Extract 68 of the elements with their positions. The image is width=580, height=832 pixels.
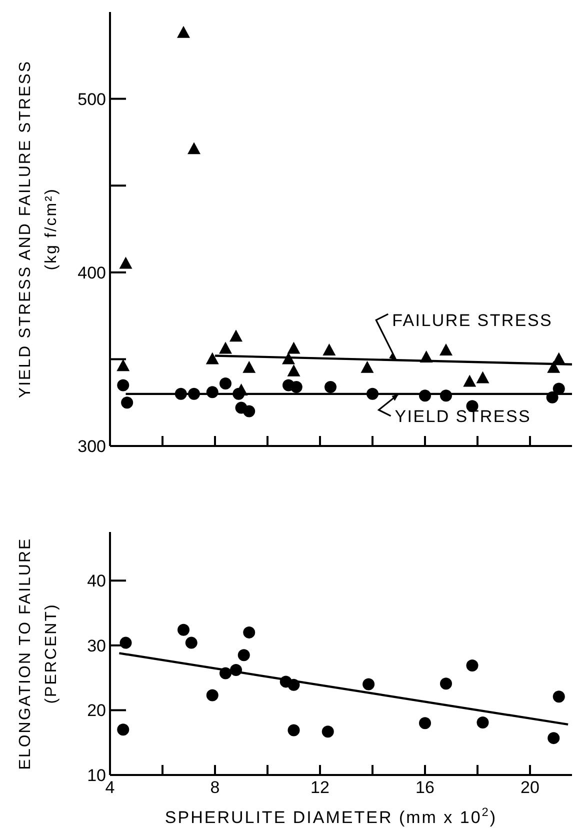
x-axis-title: SPHERULITE DIAMETER (mm x 10$^{2}$) [164,805,498,827]
point [440,344,452,356]
annotation: YIELD STRESS [394,406,532,426]
y-tick-label: 300 [78,437,106,456]
point [121,396,134,409]
point [243,405,256,418]
point [463,374,476,387]
point [206,386,218,398]
point [220,667,232,680]
point [476,716,489,729]
x-tick-label: 4 [105,778,115,798]
y-axis-title: YIELD STRESS AND FAILURE STRESS (kg f/cm²) [17,60,60,398]
y-tick-label: 10 [87,766,106,786]
point [440,390,452,402]
point [547,360,560,373]
point [546,391,558,404]
point [238,649,250,662]
x-tick-label: 8 [210,778,220,798]
point [287,342,300,354]
point [287,364,300,376]
point [362,678,375,690]
point [117,379,130,392]
y-tick-label: 20 [87,701,106,720]
point [174,388,187,400]
point [178,624,190,636]
point [366,388,378,400]
point [188,142,200,154]
point [324,380,336,393]
point [552,690,565,703]
point [117,724,130,736]
point [419,717,431,730]
y-tick-label: 40 [87,572,106,591]
point [119,256,132,269]
annotation: FAILURE STRESS [392,311,553,330]
x-tick-label: 12 [310,778,330,798]
point [282,352,295,364]
point [360,360,374,373]
point [288,724,300,736]
point [206,352,219,364]
point [220,378,232,390]
point [185,636,198,649]
point [120,636,132,649]
point [322,726,334,738]
point [177,26,190,38]
point [290,380,302,393]
point [230,330,242,342]
point [116,359,130,372]
x-tick-label: 20 [520,778,540,798]
y-axis-title: ELONGATION TO FAILURE (PERCENT) [17,537,60,770]
point [188,388,200,400]
point [440,678,452,690]
point [242,360,256,373]
point [466,659,478,672]
x-tick-label: 16 [416,778,434,798]
point [288,678,300,691]
point [552,352,566,364]
point [206,689,218,702]
point [230,664,242,676]
point [420,350,433,362]
point [322,344,336,356]
y-tick-label: 30 [87,636,106,656]
point [548,732,560,744]
point [219,342,232,354]
point [419,390,431,402]
y-tick-label: 400 [78,263,106,282]
y-tick-label: 500 [78,90,106,109]
point [476,371,490,384]
point [243,626,256,638]
